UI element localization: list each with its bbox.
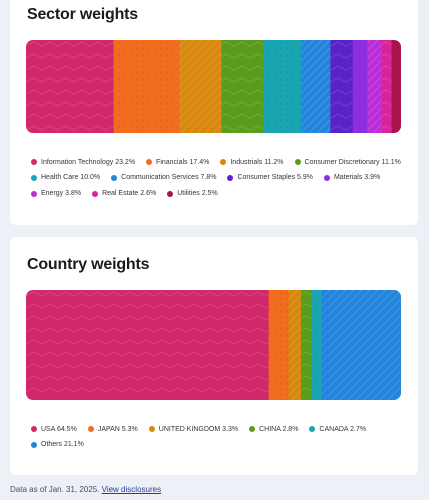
legend-label: CHINA 2.8% bbox=[259, 425, 299, 433]
data-date-text: Data as of Jan. 31, 2025. bbox=[10, 485, 100, 494]
legend-item-usa: USA 64.5% bbox=[31, 426, 77, 433]
sector-weights-legend: Information Technology 23.2% Financials 1… bbox=[31, 158, 406, 205]
view-disclosures-link[interactable]: View disclosures bbox=[101, 485, 162, 494]
legend-swatch bbox=[31, 426, 37, 432]
legend-label: Utilities 2.5% bbox=[177, 190, 218, 198]
legend-swatch bbox=[220, 159, 227, 165]
legend-label: Industrials 11.2% bbox=[230, 158, 284, 166]
legend-row: Energy 3.8% Real Estate 2.6% Utilities 2.5… bbox=[31, 190, 406, 198]
bar-segment-consumer-staples[interactable] bbox=[330, 40, 354, 133]
legend-label: Consumer Staples 5.9% bbox=[237, 174, 313, 182]
bar-segment-utilities[interactable] bbox=[391, 40, 401, 133]
legend-label: Real Estate 2.6% bbox=[102, 190, 157, 198]
bar-segment-health-care[interactable] bbox=[263, 40, 302, 133]
legend-item-financials: Financials 17.4% bbox=[146, 159, 209, 166]
legend-label: Communication Services 7.8% bbox=[121, 174, 217, 182]
sector-weights-card: Sector weights Information Technology 23… bbox=[10, 0, 418, 225]
legend-item-consumer-staples: Consumer Staples 5.9% bbox=[227, 174, 313, 182]
legend-swatch bbox=[294, 159, 301, 165]
legend-item-information-technology: Information Technology 23.2% bbox=[31, 159, 135, 166]
legend-label: USA 64.5% bbox=[41, 425, 77, 433]
legend-swatch bbox=[87, 426, 94, 432]
legend-item-utilities: Utilities 2.5% bbox=[167, 190, 218, 198]
legend-item-china: CHINA 2.8% bbox=[249, 426, 298, 433]
country-weights-title: Country weights bbox=[27, 256, 150, 273]
legend-swatch bbox=[167, 190, 174, 197]
legend-swatch bbox=[146, 159, 153, 165]
country-weights-card: Country weights USA 64.5% JAPAN 5.3% UNITE… bbox=[10, 237, 418, 475]
legend-swatch bbox=[323, 174, 330, 181]
legend-label: Consumer Discretionary 11.1% bbox=[304, 158, 401, 166]
legend-item-canada: CANADA 2.7% bbox=[309, 426, 366, 433]
legend-item-japan: JAPAN 5.3% bbox=[87, 425, 138, 433]
legend-item-consumer-discretionary: Consumer Discretionary 11.1% bbox=[294, 158, 401, 166]
legend-label: Financials 17.4% bbox=[156, 158, 210, 166]
legend-label: Materials 3.9% bbox=[333, 174, 381, 182]
bar-segment-real-estate[interactable] bbox=[381, 40, 393, 133]
legend-row: Information Technology 23.2% Financials 1… bbox=[31, 158, 406, 166]
legend-swatch bbox=[309, 426, 316, 432]
legend-label: Energy 3.8% bbox=[41, 190, 82, 198]
legend-swatch bbox=[249, 426, 256, 432]
bar-segment-usa[interactable] bbox=[26, 290, 270, 400]
sector-weights-title: Sector weights bbox=[27, 6, 139, 23]
bar-segment-china[interactable] bbox=[300, 290, 312, 400]
legend-item-industrials: Industrials 11.2% bbox=[220, 158, 284, 166]
legend-label: Information Technology 23.2% bbox=[41, 158, 136, 166]
legend-label: CANADA 2.7% bbox=[319, 425, 367, 433]
legend-label: UNITED KINGDOM 3.3% bbox=[158, 425, 239, 433]
legend-item-materials: Materials 3.9% bbox=[323, 174, 381, 182]
legend-row: Others 21.1% bbox=[31, 441, 406, 449]
legend-item-real-estate: Real Estate 2.6% bbox=[92, 190, 156, 197]
bar-segment-energy[interactable] bbox=[367, 40, 383, 133]
legend-swatch bbox=[31, 441, 37, 448]
bar-segment-canada[interactable] bbox=[311, 290, 323, 400]
legend-swatch bbox=[148, 426, 155, 432]
legend-swatch bbox=[31, 159, 37, 165]
legend-swatch bbox=[92, 190, 99, 197]
bar-segment-united-kingdom[interactable] bbox=[288, 290, 302, 400]
bar-segment-industrials[interactable] bbox=[179, 40, 222, 133]
legend-item-others: Others 21.1% bbox=[31, 441, 84, 448]
bar-segment-communication-services[interactable] bbox=[301, 40, 331, 133]
legend-label: JAPAN 5.3% bbox=[97, 425, 138, 433]
legend-item-communication-services: Communication Services 7.8% bbox=[111, 174, 216, 181]
legend-swatch bbox=[31, 190, 37, 197]
bar-segment-financials[interactable] bbox=[113, 40, 180, 133]
legend-swatch bbox=[31, 174, 37, 181]
data-date-footnote: Data as of Jan. 31, 2025. View disclosur… bbox=[10, 485, 161, 494]
legend-row: Health Care 10.0% Communication Services … bbox=[31, 174, 406, 182]
bar-segment-consumer-discretionary[interactable] bbox=[221, 40, 264, 133]
country-weights-bar-chart bbox=[26, 290, 401, 400]
country-weights-legend: USA 64.5% JAPAN 5.3% UNITED KINGDOM 3.3% CH… bbox=[31, 425, 406, 457]
legend-item-health-care: Health Care 10.0% bbox=[31, 174, 100, 181]
sector-weights-bar-chart bbox=[26, 40, 401, 133]
bar-segment-japan[interactable] bbox=[268, 290, 290, 400]
legend-swatch bbox=[111, 174, 118, 181]
bar-segment-materials[interactable] bbox=[352, 40, 368, 133]
bar-segment-others[interactable] bbox=[321, 290, 401, 400]
legend-row: USA 64.5% JAPAN 5.3% UNITED KINGDOM 3.3% CH… bbox=[31, 425, 406, 433]
legend-item-energy: Energy 3.8% bbox=[31, 190, 81, 197]
legend-swatch bbox=[227, 174, 234, 181]
legend-label: Health Care 10.0% bbox=[41, 174, 101, 182]
bar-segment-information-technology[interactable] bbox=[26, 40, 115, 133]
legend-item-united-kingdom: UNITED KINGDOM 3.3% bbox=[148, 425, 239, 433]
legend-label: Others 21.1% bbox=[41, 441, 84, 449]
